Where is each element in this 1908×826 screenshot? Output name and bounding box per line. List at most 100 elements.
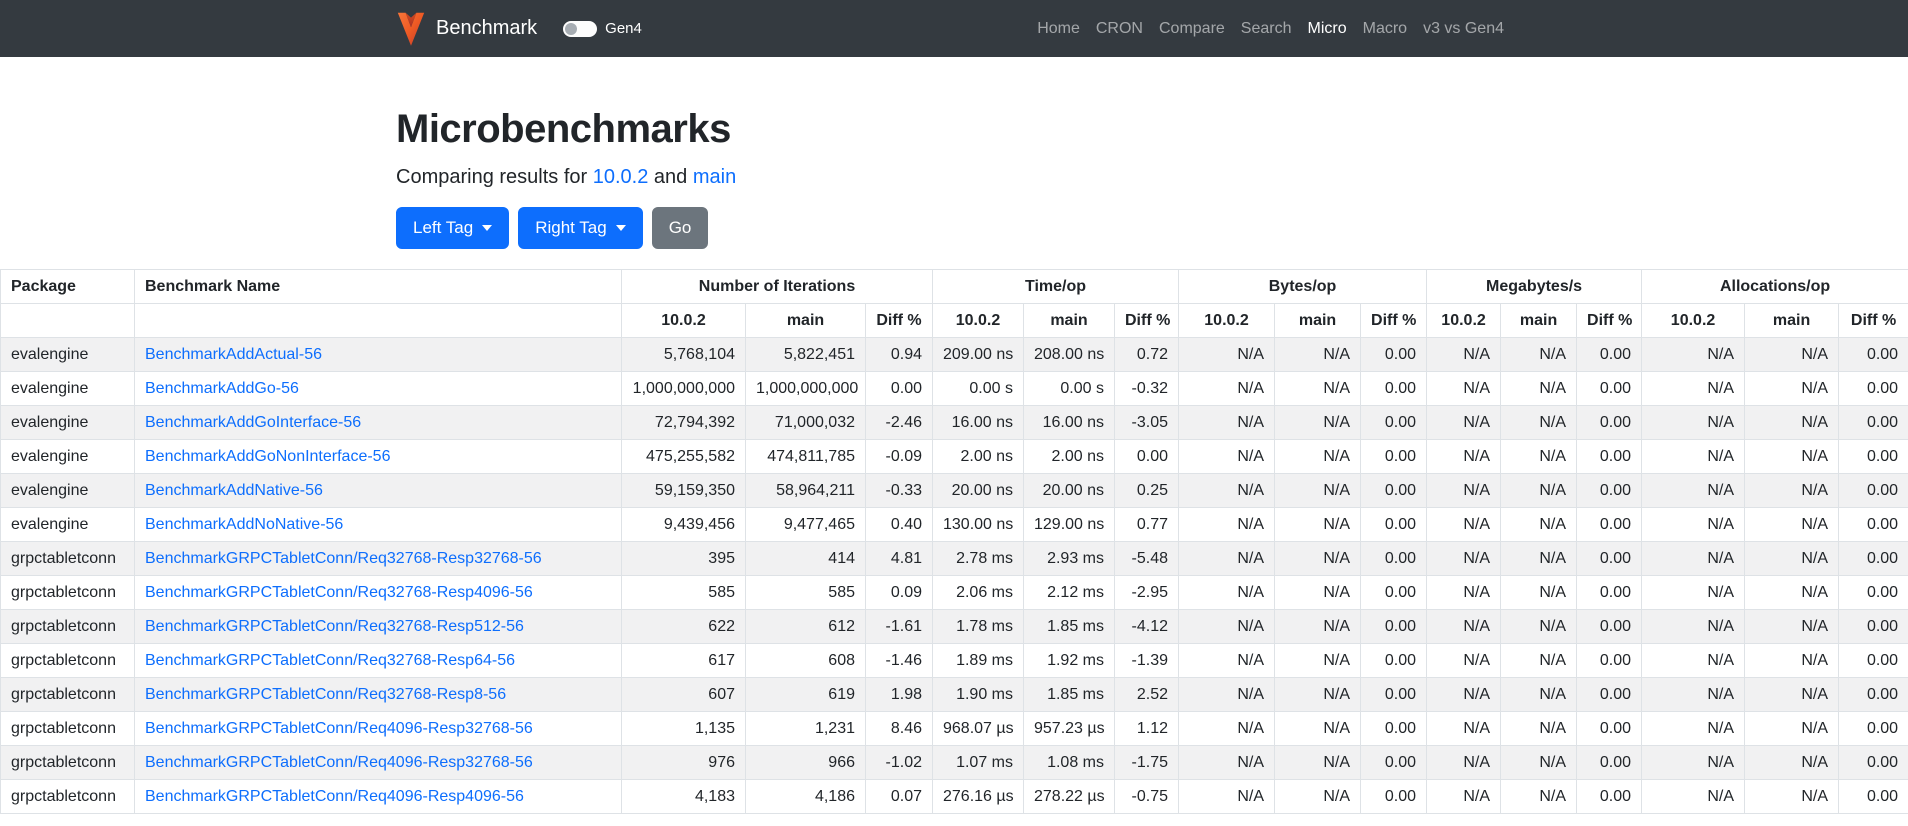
benchmark-link[interactable]: BenchmarkGRPCTabletConn/Req32768-Resp8-5… (145, 686, 507, 703)
cell-value: 0.94 (865, 337, 933, 372)
cell-value: N/A (1178, 575, 1276, 610)
cell-benchmark-name: BenchmarkAddActual-56 (134, 337, 622, 372)
sub-header: main (1744, 303, 1840, 338)
cell-package: grpctabletconn (0, 779, 135, 814)
toggle-switch-icon[interactable] (563, 20, 598, 37)
cell-value: 0.00 (1360, 779, 1428, 814)
cell-value: 16.00 ns (932, 405, 1024, 440)
sub-header: main (1500, 303, 1578, 338)
nav-item-search[interactable]: Search (1240, 19, 1292, 37)
cell-value: N/A (1426, 711, 1502, 746)
cell-value: N/A (1426, 745, 1502, 780)
cell-value: N/A (1641, 405, 1746, 440)
cell-package: evalengine (0, 337, 135, 372)
cell-value: 617 (621, 643, 746, 678)
nav-menu: Home CRON Compare Search Micro Macro v3 … (1029, 20, 1512, 38)
cell-package: evalengine (0, 371, 135, 406)
benchmark-link[interactable]: BenchmarkGRPCTabletConn/Req32768-Resp64-… (145, 652, 515, 669)
cell-value: N/A (1500, 643, 1578, 678)
sub-header: Diff % (1838, 303, 1908, 338)
caret-down-icon (615, 225, 626, 231)
cell-value: 0.00 (1360, 575, 1428, 610)
cell-value: 0.00 (1360, 711, 1428, 746)
cell-value: N/A (1178, 439, 1276, 474)
brand-link[interactable]: Benchmark (396, 11, 537, 47)
cell-value: -0.75 (1113, 779, 1180, 814)
right-ref-link[interactable]: main (692, 166, 737, 188)
cell-value: 1.90 ms (932, 677, 1024, 712)
empty-header-cell (134, 303, 622, 338)
cell-value: N/A (1641, 371, 1746, 406)
cell-value: 0.09 (865, 575, 933, 610)
benchmark-link[interactable]: BenchmarkGRPCTabletConn/Req4096-Resp3276… (145, 720, 533, 737)
cell-value: N/A (1744, 507, 1840, 542)
table-row: evalengine BenchmarkAddActual-56 5,768,1… (0, 337, 1908, 372)
cell-value: 1.98 (865, 677, 933, 712)
cell-value: N/A (1426, 575, 1502, 610)
left-tag-dropdown[interactable]: Left Tag (396, 207, 510, 249)
cell-benchmark-name: BenchmarkGRPCTabletConn/Req32768-Resp8-5… (134, 677, 622, 712)
benchmark-link[interactable]: BenchmarkAddActual-56 (145, 346, 322, 363)
cell-value: 0.00 (1360, 337, 1428, 372)
subtitle-and: and (653, 166, 688, 188)
group-header-allocations-op: Allocations/op (1641, 269, 1908, 304)
table-row: grpctabletconn BenchmarkGRPCTabletConn/R… (0, 677, 1908, 712)
cell-value: 585 (745, 575, 866, 610)
cell-value: N/A (1744, 779, 1840, 814)
cell-value: 1.85 ms (1023, 677, 1115, 712)
cell-value: 278.22 µs (1023, 779, 1115, 814)
cell-package: grpctabletconn (0, 677, 135, 712)
cell-value: 966 (745, 745, 866, 780)
cell-value: N/A (1274, 609, 1362, 644)
go-button[interactable]: Go (651, 207, 709, 249)
cell-value: 619 (745, 677, 866, 712)
caret-down-icon (482, 225, 493, 231)
cell-value: 0.00 (865, 371, 933, 406)
sub-header: 10.0.2 (1178, 303, 1276, 338)
benchmark-link[interactable]: BenchmarkAddNative-56 (145, 482, 323, 499)
cell-value: N/A (1641, 643, 1746, 678)
cell-value: 4,183 (621, 779, 746, 814)
nav-item-micro[interactable]: Micro (1307, 19, 1347, 37)
cell-value: 1,000,000,000 (621, 371, 746, 406)
cell-value: 9,439,456 (621, 507, 746, 542)
cell-value: N/A (1178, 507, 1276, 542)
benchmark-link[interactable]: BenchmarkGRPCTabletConn/Req4096-Resp3276… (145, 754, 533, 771)
cell-value: 0.00 (1576, 711, 1643, 746)
benchmark-link[interactable]: BenchmarkAddGoNonInterface-56 (145, 448, 391, 465)
cell-value: 20.00 ns (932, 473, 1024, 508)
benchmark-link[interactable]: BenchmarkGRPCTabletConn/Req32768-Resp327… (145, 550, 542, 567)
benchmark-link[interactable]: BenchmarkAddGo-56 (145, 380, 299, 397)
benchmark-link[interactable]: BenchmarkAddGoInterface-56 (145, 414, 362, 431)
nav-item-macro[interactable]: Macro (1362, 19, 1408, 37)
cell-value: 0.00 (1576, 643, 1643, 678)
cell-value: 72,794,392 (621, 405, 746, 440)
cell-value: 1,000,000,000 (745, 371, 866, 406)
gen4-toggle[interactable]: Gen4 (563, 20, 642, 37)
cell-value: 0.00 (1838, 609, 1908, 644)
nav-item-v3-vs-gen4[interactable]: v3 vs Gen4 (1423, 19, 1504, 37)
cell-value: N/A (1178, 473, 1276, 508)
cell-value: N/A (1426, 371, 1502, 406)
cell-value: -1.75 (1113, 745, 1180, 780)
cell-value: 0.40 (865, 507, 933, 542)
table-row: evalengine BenchmarkAddGoNonInterface-56… (0, 439, 1908, 474)
benchmark-link[interactable]: BenchmarkGRPCTabletConn/Req32768-Resp409… (145, 584, 533, 601)
cell-value: N/A (1500, 371, 1578, 406)
cell-value: N/A (1274, 779, 1362, 814)
cell-package: grpctabletconn (0, 541, 135, 576)
benchmark-link[interactable]: BenchmarkGRPCTabletConn/Req4096-Resp4096… (145, 788, 524, 805)
sub-header: 10.0.2 (932, 303, 1024, 338)
cell-value: -0.32 (1113, 371, 1180, 406)
right-tag-dropdown[interactable]: Right Tag (518, 207, 643, 249)
benchmark-link[interactable]: BenchmarkGRPCTabletConn/Req32768-Resp512… (145, 618, 524, 635)
cell-value: 475,255,582 (621, 439, 746, 474)
nav-item-home[interactable]: Home (1037, 19, 1080, 37)
cell-value: 0.00 (1360, 541, 1428, 576)
left-ref-link[interactable]: 10.0.2 (592, 166, 649, 188)
benchmark-link[interactable]: BenchmarkAddNoNative-56 (145, 516, 344, 533)
cell-value: N/A (1178, 371, 1276, 406)
nav-item-compare[interactable]: Compare (1158, 19, 1225, 37)
cell-value: N/A (1178, 779, 1276, 814)
nav-item-cron[interactable]: CRON (1095, 19, 1143, 37)
